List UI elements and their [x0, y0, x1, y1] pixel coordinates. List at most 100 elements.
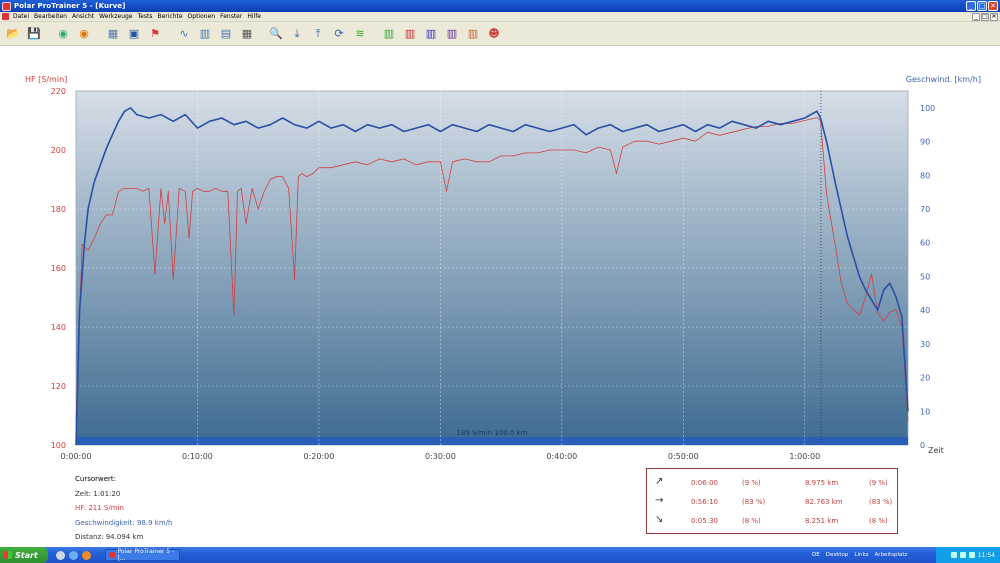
volume-icon[interactable]	[968, 552, 975, 558]
taskbar-window-label: Polar ProTrainer 5 - [...	[117, 548, 175, 562]
stats-time-pct: (8 %)	[742, 517, 761, 525]
windows-flag-icon	[4, 551, 12, 559]
menu-datei[interactable]: Datei	[13, 13, 30, 20]
user-settings-icon[interactable]: ◉	[79, 27, 89, 40]
stats-distance: 82.763 km	[805, 498, 843, 506]
line-chart-icon[interactable]: ▤	[220, 27, 232, 40]
taskbar: Start Polar ProTrainer 5 - [... DE Deskt…	[0, 547, 1000, 563]
table-icon[interactable]: ▦	[241, 27, 253, 40]
left-tick-label: 200	[51, 146, 66, 155]
bar-chart-icon[interactable]: ▥	[199, 27, 211, 40]
security-icon[interactable]	[959, 552, 966, 558]
sync-icon[interactable]: ⟳	[334, 27, 344, 40]
open-icon[interactable]: 📂	[6, 27, 20, 40]
window-controls: _ □ ✕	[966, 1, 998, 11]
user-add-icon[interactable]: ◉	[58, 27, 68, 40]
maximize-button[interactable]: □	[977, 1, 987, 11]
app-icon	[2, 1, 11, 11]
cursor-hr: HF: 211 S/min	[75, 504, 124, 512]
menu-hilfe[interactable]: Hilfe	[247, 13, 261, 20]
menu-fenster[interactable]: Fenster	[220, 13, 243, 20]
document-icon[interactable]	[2, 13, 9, 20]
x-tick-label: 0:10:00	[182, 452, 213, 461]
left-tick-label: 120	[51, 382, 66, 391]
right-tick-label: 20	[920, 374, 930, 383]
diary-icon[interactable]: ▣	[128, 27, 140, 40]
users-icon[interactable]: ☻	[488, 27, 500, 40]
network-icon[interactable]	[950, 552, 957, 558]
start-button[interactable]: Start	[0, 547, 48, 563]
curve-icon[interactable]: ∿	[179, 27, 189, 40]
report-week-icon[interactable]: ▥	[383, 27, 395, 40]
links-toolbar[interactable]: Links	[854, 552, 869, 558]
cursor-speed: Geschwindigkeit: 98.9 km/h	[75, 518, 173, 527]
close-button[interactable]: ✕	[988, 1, 998, 11]
x-tick-label: 0:00:00	[61, 452, 92, 461]
cursor-title: Cursorwert:	[75, 475, 117, 483]
right-tick-label: 80	[920, 171, 930, 180]
firefox-icon[interactable]	[82, 550, 91, 560]
menu-berichte[interactable]: Berichte	[157, 13, 183, 20]
zone-label: 189 S/min 100.0 km	[457, 429, 528, 437]
app-icon	[109, 552, 115, 558]
right-tick-label: 40	[920, 306, 930, 315]
language-indicator[interactable]: DE	[812, 552, 820, 558]
stats-distance: 8.251 km	[805, 517, 839, 525]
left-tick-label: 220	[51, 87, 66, 96]
cursor-time: Zeit: 1:01:20	[75, 489, 121, 498]
x-tick-label: 0:50:00	[668, 452, 699, 461]
curve-view: HF [S/min] Geschwind. [km/h] 189 S/min 1…	[0, 46, 1000, 547]
report-export-icon[interactable]: ▥	[467, 27, 479, 40]
menu-werkzeuge[interactable]: Werkzeuge	[99, 13, 133, 20]
report-year-icon[interactable]: ▥	[425, 27, 437, 40]
hr-zone-band	[76, 437, 908, 445]
arbeitsplatz-toolbar[interactable]: Arbeitsplatz	[874, 552, 908, 558]
x-tick-label: 0:20:00	[303, 452, 334, 461]
doc-close-button[interactable]: ✕	[990, 12, 998, 21]
right-tick-label: 30	[920, 340, 930, 349]
doc-restore-button[interactable]: □	[981, 12, 989, 21]
report-month-icon[interactable]: ▥	[404, 27, 416, 40]
calendar-icon[interactable]: ▦	[107, 27, 119, 40]
curve-chart[interactable]: 189 S/min 100.0 km1001201401601802002200…	[0, 46, 1000, 547]
stats-row-up: ↗ 0:06:00 (9 %) 8.975 km (9 %)	[647, 475, 899, 491]
right-arrow-icon: →	[655, 495, 664, 506]
start-label: Start	[15, 550, 38, 560]
upload-icon[interactable]: ⤒	[315, 26, 321, 40]
menu-tests[interactable]: Tests	[137, 13, 153, 20]
x-tick-label: 1:00:00	[789, 452, 820, 461]
right-tick-label: 50	[920, 272, 930, 281]
altitude-stats-box: ↗ 0:06:00 (9 %) 8.975 km (9 %) → 0:56:10…	[646, 468, 898, 534]
quick-launch	[56, 550, 91, 560]
save-icon[interactable]: 💾	[27, 27, 41, 40]
cursor-distance: Distanz: 94.094 km	[75, 533, 144, 541]
internet-explorer-icon[interactable]	[69, 550, 78, 560]
stats-row-down: ↘ 0:05:30 (8 %) 8.251 km (8 %)	[647, 513, 899, 529]
zoom-icon[interactable]: 🔍	[269, 27, 283, 40]
desktop-toolbar[interactable]: Desktop	[825, 552, 849, 558]
stats-time: 0:06:00	[691, 479, 718, 487]
down-arrow-icon: ↘	[655, 514, 664, 525]
x-tick-label: 0:40:00	[546, 452, 577, 461]
stats-distance-pct: (9 %)	[869, 479, 888, 487]
doc-minimize-button[interactable]: _	[972, 12, 980, 21]
minimize-button[interactable]: _	[966, 1, 976, 11]
report-custom-icon[interactable]: ▥	[446, 27, 458, 40]
compare-icon[interactable]: ≋	[355, 27, 365, 40]
menu-ansicht[interactable]: Ansicht	[71, 13, 95, 20]
fitness-test-icon[interactable]: ⚑	[150, 27, 160, 40]
menu-bearbeiten[interactable]: Bearbeiten	[34, 13, 67, 20]
stats-time: 0:05:30	[691, 517, 718, 525]
cursor-values: Cursorwert: Zeit: 1:01:20 HF: 211 S/min …	[75, 472, 172, 545]
download-icon[interactable]: ⤓	[294, 26, 300, 40]
taskbar-window-button[interactable]: Polar ProTrainer 5 - [...	[105, 548, 180, 562]
hr-series-line	[75, 117, 909, 422]
speed-series-line	[75, 107, 909, 446]
left-tick-label: 180	[51, 205, 66, 214]
toolbar: 📂 💾 ◉ ◉ ▦ ▣ ⚑ ∿ ▥ ▤ ▦ 🔍 ⤓ ⤒ ⟳ ≋ ▥ ▥ ▥ ▥ …	[0, 22, 1000, 46]
menu-optionen[interactable]: Optionen	[187, 13, 216, 20]
title-bar: Polar ProTrainer 5 - [Kurve] _ □ ✕	[0, 0, 1000, 12]
desktop-icon[interactable]	[56, 550, 65, 560]
left-tick-label: 140	[51, 323, 66, 332]
right-tick-label: 70	[920, 205, 930, 214]
